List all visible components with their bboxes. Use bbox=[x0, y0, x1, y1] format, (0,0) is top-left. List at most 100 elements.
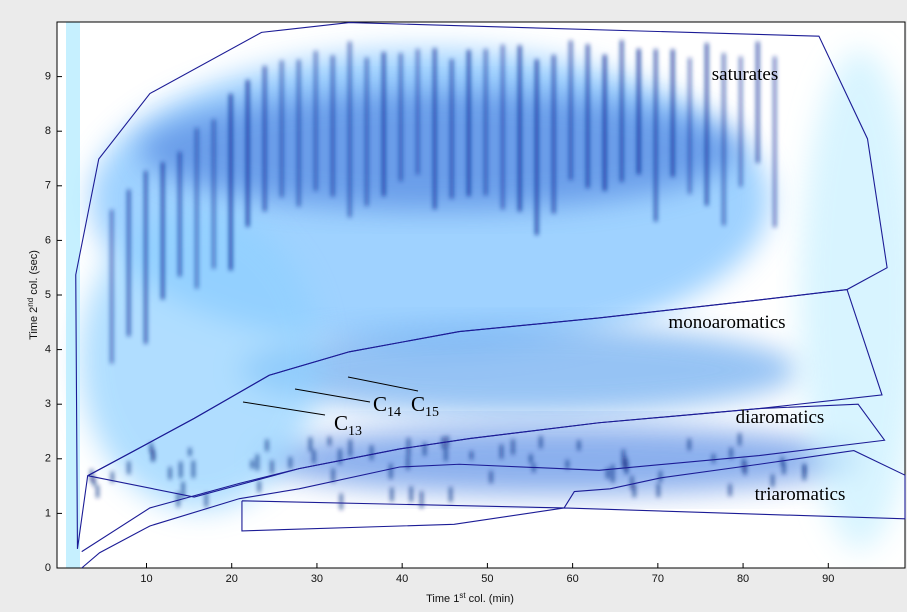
peak-spot bbox=[782, 462, 786, 475]
y-tick-label: 8 bbox=[45, 125, 51, 137]
peak-streak bbox=[569, 40, 573, 180]
peak-streak bbox=[688, 57, 692, 194]
peak-spot bbox=[406, 456, 410, 470]
peak-spot bbox=[168, 467, 172, 480]
y-tick-label: 0 bbox=[45, 562, 51, 574]
peak-streak bbox=[127, 189, 131, 337]
peak-spot bbox=[191, 460, 195, 478]
peak-spot bbox=[348, 439, 352, 457]
peak-spot bbox=[658, 471, 662, 482]
peak-streak bbox=[773, 56, 777, 228]
y-tick-label: 9 bbox=[45, 71, 51, 83]
peak-streak bbox=[195, 128, 199, 289]
peak-streak bbox=[365, 57, 369, 206]
peak-spot bbox=[390, 487, 394, 502]
peak-streak bbox=[467, 49, 471, 197]
annotation: C15 bbox=[411, 392, 439, 420]
x-tick-label: 20 bbox=[226, 573, 238, 585]
peak-streak bbox=[280, 60, 284, 198]
annotation: C13 bbox=[334, 411, 362, 439]
peak-spot bbox=[250, 460, 254, 469]
peak-streak bbox=[484, 49, 488, 196]
peak-streak bbox=[620, 40, 624, 182]
peak-spot bbox=[308, 437, 312, 452]
peak-spot bbox=[771, 474, 775, 487]
y-tick-label: 3 bbox=[45, 398, 51, 410]
x-tick-label: 90 bbox=[822, 573, 834, 585]
peak-spot bbox=[656, 483, 660, 498]
peak-spot bbox=[728, 484, 732, 496]
peak-spot bbox=[328, 436, 332, 446]
peak-streak bbox=[399, 53, 403, 182]
x-tick-label: 10 bbox=[140, 573, 152, 585]
annotations: C13 C14 C15 bbox=[242, 376, 439, 439]
peak-spot bbox=[312, 450, 316, 464]
peak-streak bbox=[518, 45, 522, 212]
peak-streak bbox=[161, 162, 165, 300]
peak-spot bbox=[511, 439, 515, 455]
peak-streak bbox=[654, 49, 658, 222]
leader-line bbox=[294, 388, 371, 403]
y-tick-label: 6 bbox=[45, 234, 51, 246]
region-label: diaromatics bbox=[736, 407, 825, 428]
peak-streak bbox=[637, 48, 641, 175]
peak-spot bbox=[90, 469, 94, 482]
peak-spot bbox=[331, 468, 335, 483]
peak-streak bbox=[433, 48, 437, 210]
peak-spot bbox=[632, 484, 636, 498]
y-tick-label: 2 bbox=[45, 453, 51, 465]
x-tick-label: 30 bbox=[311, 573, 323, 585]
x-tick-label: 70 bbox=[652, 573, 664, 585]
peak-spot bbox=[630, 476, 634, 490]
peak-streak bbox=[603, 54, 607, 191]
peak-streak bbox=[586, 44, 590, 188]
peak-spot bbox=[409, 486, 413, 502]
peak-streak bbox=[297, 59, 301, 207]
peak-spot bbox=[529, 454, 533, 464]
peak-streak bbox=[671, 49, 675, 177]
peak-streak bbox=[263, 66, 267, 212]
peak-spot bbox=[270, 460, 274, 474]
peak-streak bbox=[212, 119, 216, 269]
peak-spot bbox=[149, 442, 153, 453]
x-tick-label: 80 bbox=[737, 573, 749, 585]
peak-spot bbox=[420, 491, 424, 509]
x-tick-label: 50 bbox=[481, 573, 493, 585]
peak-streak bbox=[110, 209, 114, 364]
y-tick-label: 4 bbox=[45, 344, 51, 356]
peak-streak bbox=[229, 93, 233, 271]
heatmap bbox=[66, 22, 905, 568]
peak-streak bbox=[331, 55, 335, 197]
annotation: C14 bbox=[373, 392, 401, 420]
x-tick-label: 60 bbox=[566, 573, 578, 585]
peak-spot bbox=[743, 462, 747, 475]
peak-spot bbox=[469, 451, 473, 460]
y-axis-label: Time 2nd col. (sec) bbox=[26, 250, 40, 340]
peak-spot bbox=[339, 493, 343, 510]
x-axis-label: Time 1st col. (min) bbox=[426, 591, 514, 605]
peak-streak bbox=[314, 50, 318, 191]
peak-spot bbox=[577, 440, 581, 451]
peak-spot bbox=[110, 471, 114, 483]
peak-streak bbox=[382, 52, 386, 197]
peak-spot bbox=[729, 447, 733, 459]
leader-line bbox=[347, 376, 419, 392]
region-label: triaromatics bbox=[755, 484, 846, 505]
peak-streak bbox=[552, 54, 556, 214]
peak-spot bbox=[406, 438, 410, 456]
peak-spot bbox=[92, 477, 96, 487]
peak-spot bbox=[606, 468, 610, 479]
peak-streak bbox=[501, 44, 505, 210]
peak-spot bbox=[338, 448, 342, 465]
peak-streak bbox=[246, 80, 250, 227]
peak-streak bbox=[722, 53, 726, 226]
peak-spot bbox=[803, 465, 807, 475]
peak-spot bbox=[370, 445, 374, 461]
region-outline bbox=[81, 403, 886, 569]
peak-spot bbox=[179, 461, 183, 478]
region-outline bbox=[241, 450, 906, 532]
region-label: monoaromatics bbox=[668, 312, 785, 333]
y-tick-label: 1 bbox=[45, 507, 51, 519]
peak-streak bbox=[348, 41, 352, 218]
